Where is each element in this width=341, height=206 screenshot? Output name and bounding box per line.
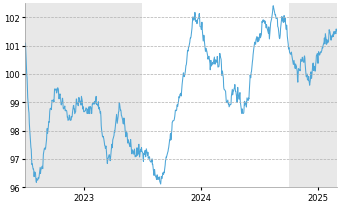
Bar	[26, 4, 142, 187]
Bar	[288, 4, 337, 187]
